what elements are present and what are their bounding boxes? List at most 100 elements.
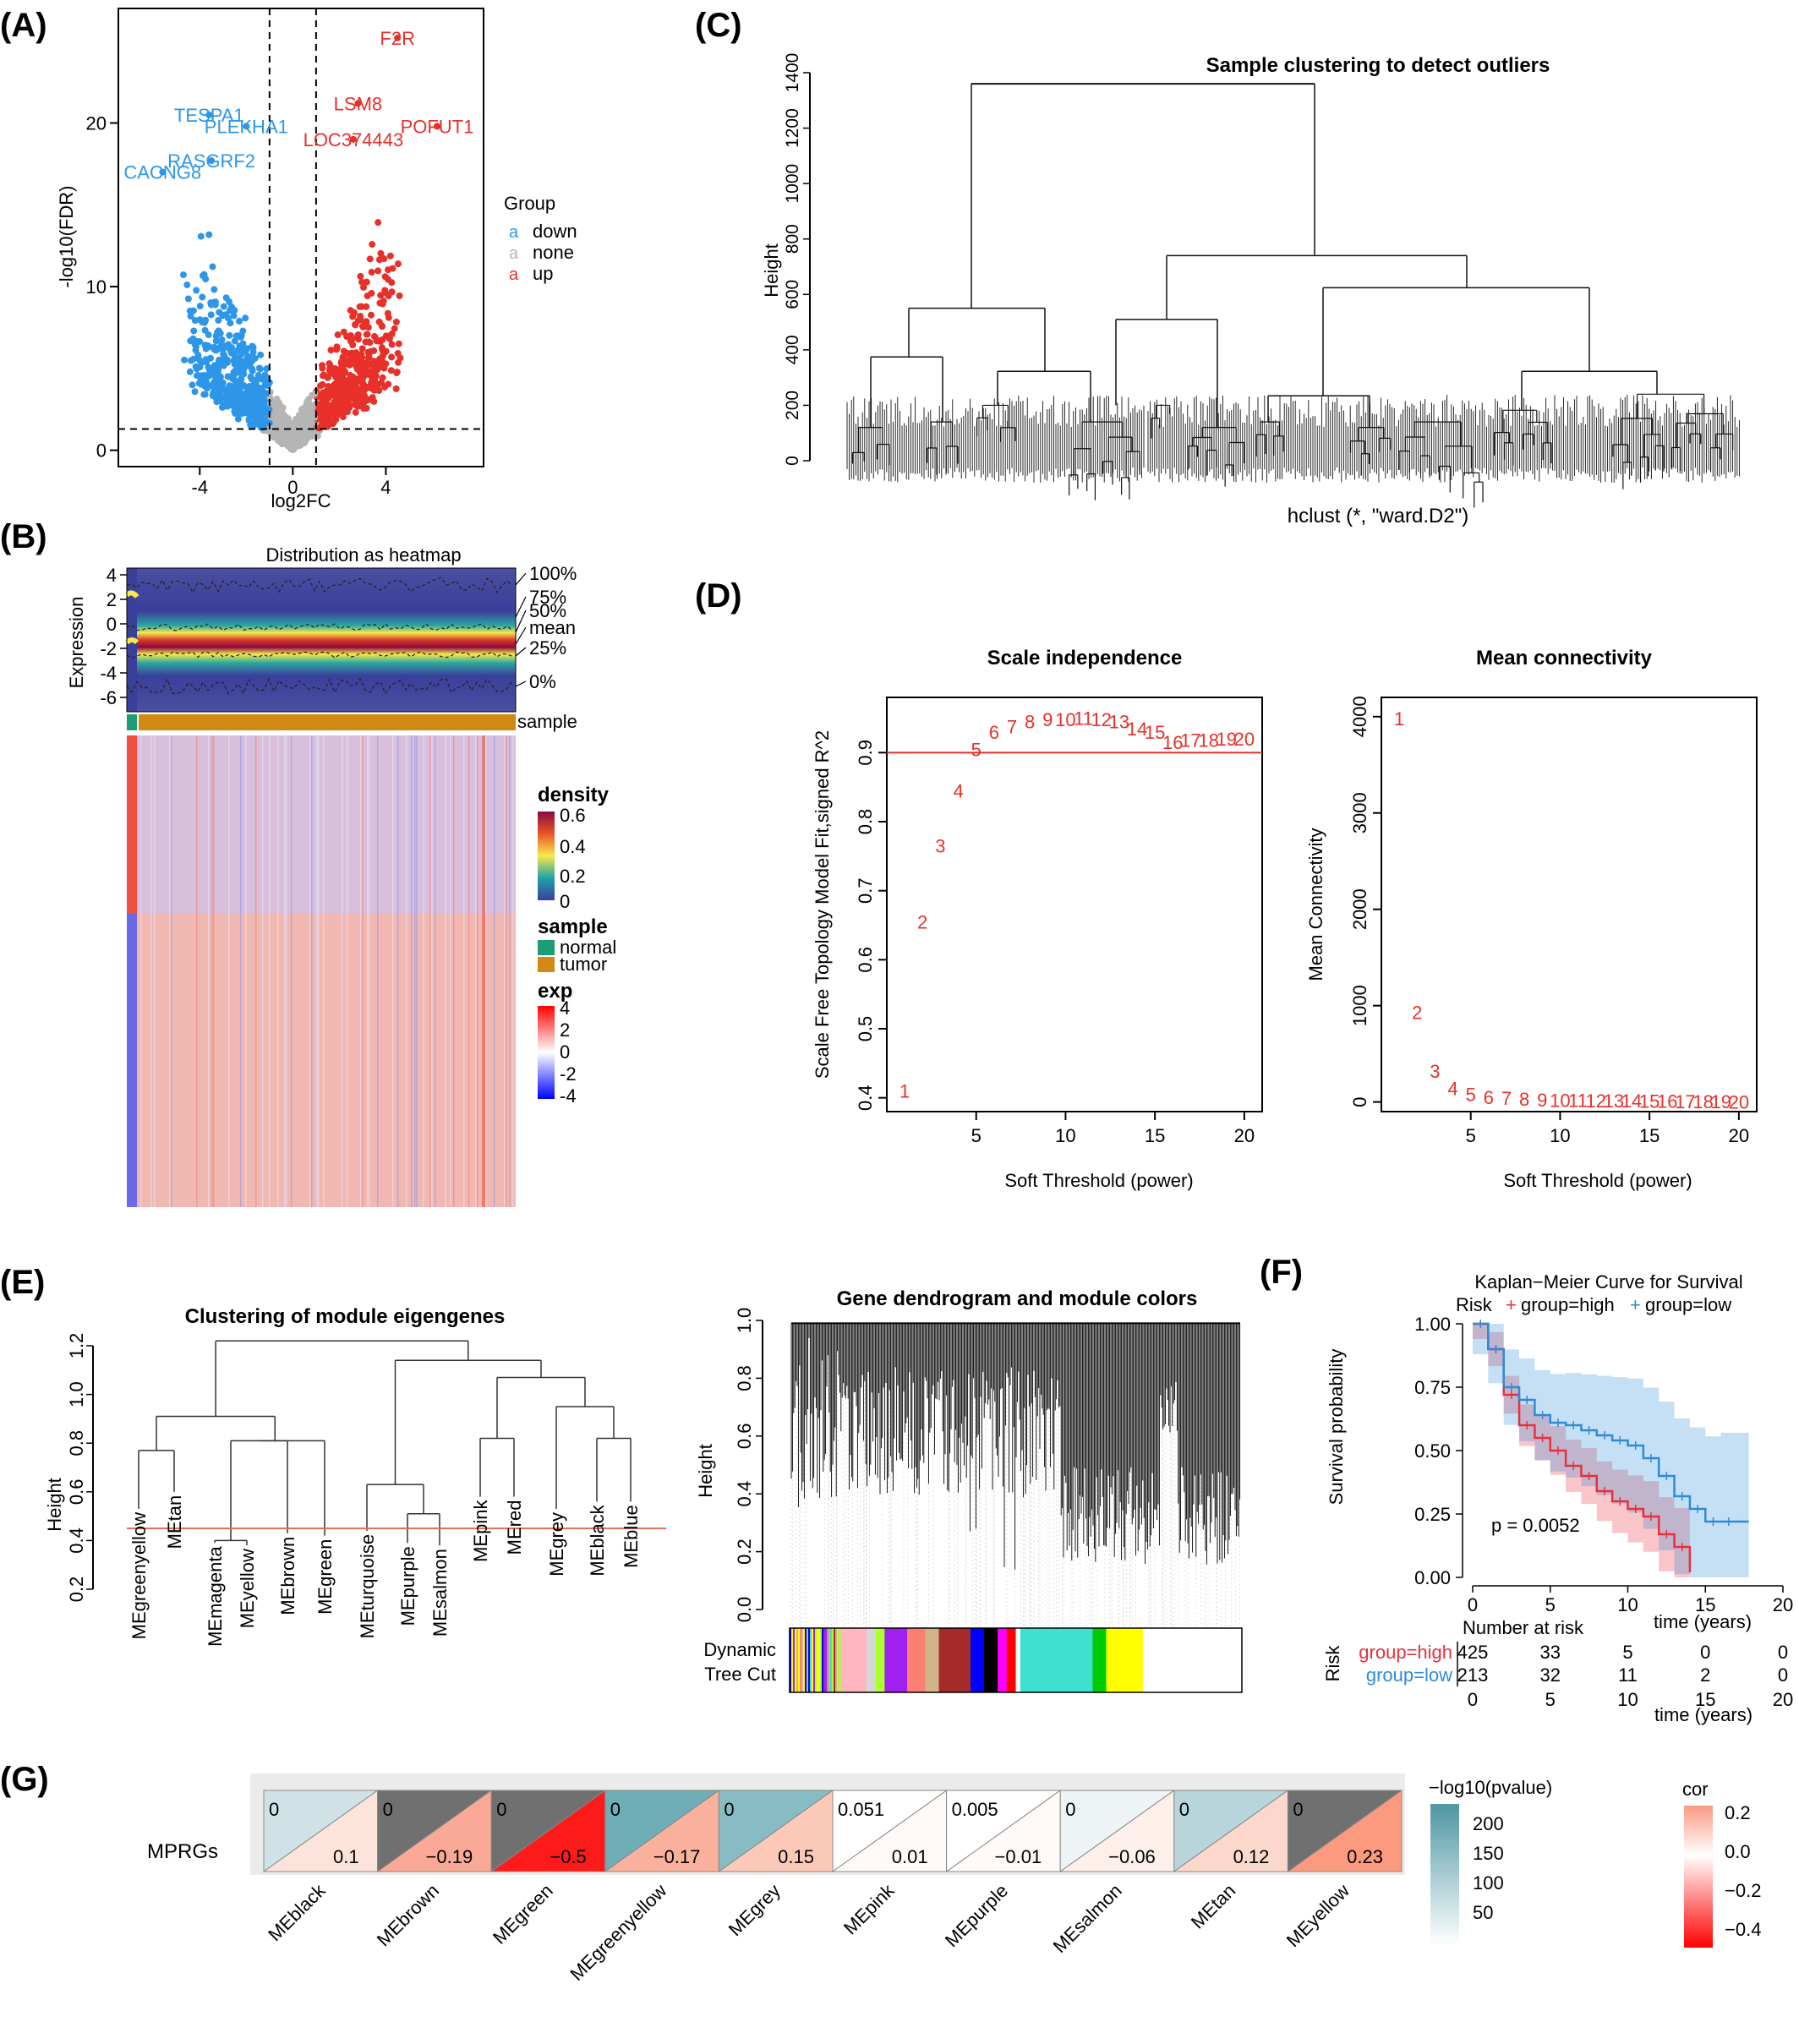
heatmap-stripe <box>240 735 242 1207</box>
heatmap-stripe <box>286 735 287 1207</box>
volcano-point-up <box>319 364 326 372</box>
exp-tick-0: 4 <box>560 997 570 1019</box>
volcano-point-down <box>215 316 222 324</box>
module-block <box>875 1628 885 1692</box>
km-censor-mark: + <box>1584 1467 1594 1486</box>
volcano-point-up <box>384 266 391 274</box>
volcano-point-up <box>386 335 393 342</box>
pvalue-label: 0 <box>496 1799 506 1820</box>
volcano-point-up <box>396 292 403 299</box>
km-censor-mark: + <box>1724 1513 1734 1532</box>
panel-label-a: (A) <box>0 7 47 44</box>
pvalue-legend-bar <box>1430 1804 1459 1946</box>
legend-key-down: a <box>509 223 519 242</box>
volcano-point-down <box>222 311 230 319</box>
soft-threshold-point: 17 <box>1180 730 1200 751</box>
volcano-point-down <box>257 351 265 358</box>
km-plot: 0 5 10 15 200.000.250.500.751.00 ++++++++++ + +… <box>1414 1314 1793 1615</box>
volcano-point-none <box>289 425 297 433</box>
soft-threshold-point: 5 <box>971 739 982 760</box>
km-legend-low-mark: + <box>1630 1294 1641 1315</box>
km-ytick-label: 1.00 <box>1414 1314 1451 1335</box>
volcano-point-up <box>342 380 349 387</box>
exp-tick-3: -2 <box>560 1063 577 1085</box>
volcano-point-down <box>261 380 269 388</box>
volcano-point-down <box>227 391 234 398</box>
volcano-ylabel: -log10(FDR) <box>56 185 77 287</box>
d-ytick-label: 0.6 <box>855 947 876 973</box>
volcano-gene-point <box>433 123 440 130</box>
km-censor-mark: + <box>1615 1493 1625 1511</box>
d-xtick-label: 15 <box>1639 1125 1660 1146</box>
volcano-point-up <box>379 300 386 308</box>
soft-threshold-point: 11 <box>1074 708 1093 730</box>
soft-threshold-point: 4 <box>1447 1079 1457 1100</box>
eigengene-leaf-label: MEmagenta <box>205 1546 226 1647</box>
e1-ytick-label: 1.0 <box>66 1381 87 1407</box>
heatmap-stripe <box>468 735 470 1207</box>
c-ytick-label: 1000 <box>783 164 802 204</box>
volcano-gene-point <box>394 34 402 41</box>
c-ylabel: Height <box>761 243 782 298</box>
volcano-points <box>179 219 404 454</box>
km-xtick-label: 10 <box>1617 1594 1638 1615</box>
heatmap-stripe <box>255 735 257 1207</box>
density-tick-0: 0.6 <box>560 805 586 826</box>
volcano-point-down <box>218 336 226 343</box>
km-censor-mark: + <box>1692 1500 1703 1519</box>
module-stripe <box>790 1628 791 1692</box>
heatmap-stripe <box>309 735 311 1207</box>
d-ytick-label: 0.7 <box>855 877 876 904</box>
panel-b-distribution: Distribution as heatmap 420-2-4-6 Expres… <box>66 544 616 1207</box>
volcano-point-up <box>381 287 389 294</box>
km-censor-mark: + <box>1615 1432 1625 1451</box>
pvalue-tick-0: 200 <box>1473 1813 1504 1834</box>
heatmap-stripe <box>140 735 142 1207</box>
volcano-point-down <box>243 355 251 363</box>
volcano-point-down <box>249 342 256 350</box>
module-block <box>907 1628 926 1692</box>
gene-dendrogram-title: Gene dendrogram and module colors <box>837 1287 1198 1310</box>
panel-f-survival: Kaplan−Meier Curve for Survival Risk + g… <box>1322 1271 1793 1725</box>
g-legend-cor: cor 0.2 0.0 −0.2 −0.4 <box>1682 1779 1761 1948</box>
volcano-point-up <box>317 392 325 400</box>
volcano-point-up <box>377 249 385 257</box>
volcano-point-none <box>282 418 289 425</box>
risk-xaxis: 0 5 10 15 20 <box>1468 1689 1793 1710</box>
quantile-line <box>126 577 513 594</box>
volcano-point-down <box>205 231 213 238</box>
module-stripe <box>796 1628 798 1692</box>
volcano-point-down <box>243 385 251 393</box>
soft-threshold-point: 13 <box>1604 1090 1624 1112</box>
density-legend-bar <box>538 812 555 900</box>
quantile-line <box>126 677 513 695</box>
module-stripe <box>827 1628 828 1692</box>
e2-ytick-label: 0.4 <box>734 1481 755 1507</box>
density-legend-title: density <box>538 784 610 806</box>
e2-ytick-label: 0.2 <box>734 1538 755 1565</box>
e1-ytick-label: 0.8 <box>66 1430 87 1456</box>
volcano-point-down <box>181 356 189 363</box>
km-censor-mark: + <box>1631 1437 1641 1456</box>
volcano-point-up <box>319 406 326 413</box>
volcano-point-down <box>233 347 241 354</box>
volcano-point-none <box>296 440 303 448</box>
c-ytick-label: 1200 <box>783 108 802 148</box>
volcano-point-down <box>205 331 212 339</box>
quantile-label: 0% <box>529 671 556 692</box>
volcano-gene-point <box>243 123 250 130</box>
panel-label-f: (F) <box>1260 1254 1303 1291</box>
module-stripe <box>839 1628 840 1692</box>
volcano-point-down <box>200 319 208 326</box>
module-stripe <box>808 1628 810 1692</box>
heatmap-stripe <box>475 735 477 1207</box>
soft-threshold-point: 7 <box>1007 716 1017 737</box>
volcano-point-down <box>250 422 258 429</box>
km-censor-mark: + <box>1709 1513 1719 1532</box>
volcano-point-down <box>251 354 259 362</box>
volcano-point-up <box>333 346 341 353</box>
soft-threshold-point: 4 <box>953 780 963 801</box>
expression-ytick-label: -6 <box>100 687 117 708</box>
volcano-point-down <box>239 365 247 373</box>
